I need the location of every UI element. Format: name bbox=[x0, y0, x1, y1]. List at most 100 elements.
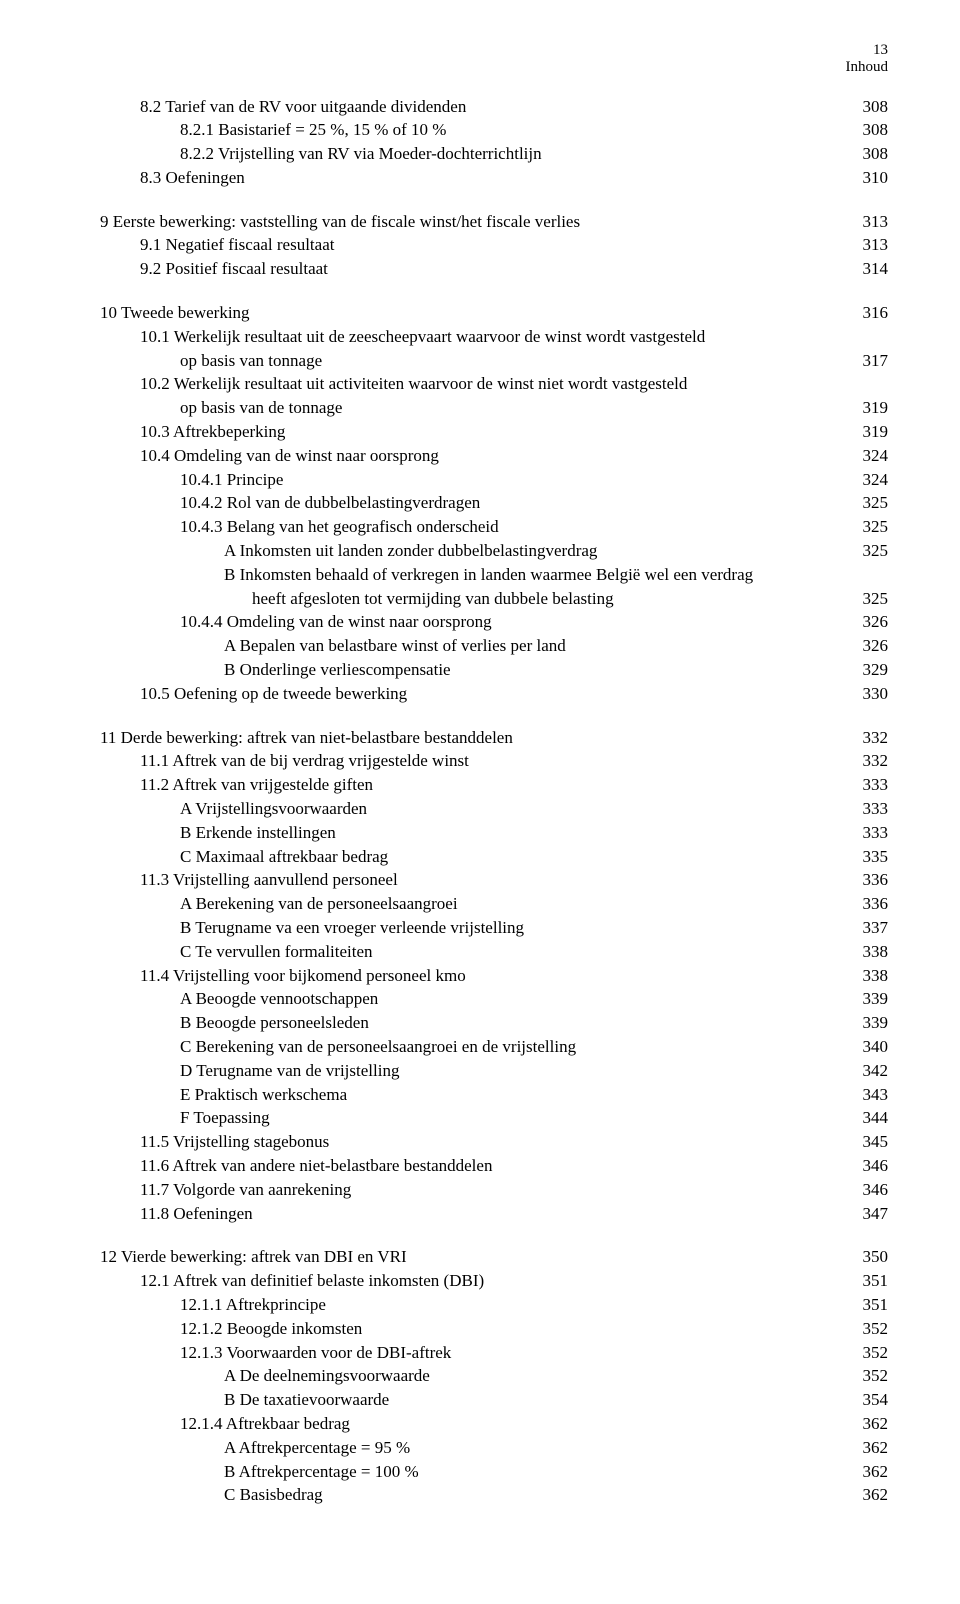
toc-entry-page: 340 bbox=[848, 1035, 888, 1059]
toc-entry-page: 352 bbox=[848, 1317, 888, 1341]
toc-entry-page: 310 bbox=[848, 166, 888, 190]
toc-entry-text: B Aftrekpercentage = 100 % bbox=[224, 1460, 848, 1484]
toc-entry-text: 10.3 Aftrekbeperking bbox=[140, 420, 848, 444]
toc-entry-page: 352 bbox=[848, 1341, 888, 1365]
toc-entry-page: 362 bbox=[848, 1483, 888, 1507]
toc-line: 11.5 Vrijstelling stagebonus345 bbox=[100, 1130, 888, 1154]
toc-entry-page: 351 bbox=[848, 1269, 888, 1293]
toc-entry-text: 10.4.3 Belang van het geografisch onders… bbox=[180, 515, 848, 539]
toc-line: B Inkomsten behaald of verkregen in land… bbox=[100, 563, 888, 587]
toc-line: A De deelnemingsvoorwaarde352 bbox=[100, 1364, 888, 1388]
toc-entry-text: 11.6 Aftrek van andere niet-belastbare b… bbox=[140, 1154, 848, 1178]
toc-line: 9 Eerste bewerking: vaststelling van de … bbox=[100, 210, 888, 234]
toc-entry-page: 333 bbox=[848, 797, 888, 821]
toc-line: B Beoogde personeelsleden339 bbox=[100, 1011, 888, 1035]
toc-line: A Beoogde vennootschappen339 bbox=[100, 987, 888, 1011]
toc-entry-text: B Erkende instellingen bbox=[180, 821, 848, 845]
section-gap bbox=[100, 190, 888, 210]
toc-entry-text: A Aftrekpercentage = 95 % bbox=[224, 1436, 848, 1460]
toc-line: op basis van de tonnage319 bbox=[100, 396, 888, 420]
toc-entry-page: 338 bbox=[848, 940, 888, 964]
section-gap bbox=[100, 281, 888, 301]
toc-line: C Basisbedrag362 bbox=[100, 1483, 888, 1507]
toc-entry-page: 338 bbox=[848, 964, 888, 988]
toc-entry-page: 308 bbox=[848, 95, 888, 119]
toc-entry-page: 329 bbox=[848, 658, 888, 682]
toc-entry-text: 12.1.1 Aftrekprincipe bbox=[180, 1293, 848, 1317]
toc-entry-text: 12.1 Aftrek van definitief belaste inkom… bbox=[140, 1269, 848, 1293]
toc-entry-page: 337 bbox=[848, 916, 888, 940]
toc-line: B Erkende instellingen333 bbox=[100, 821, 888, 845]
toc-line: 8.2.2 Vrijstelling van RV via Moeder-doc… bbox=[100, 142, 888, 166]
toc-line: 11.8 Oefeningen347 bbox=[100, 1202, 888, 1226]
toc-line: 11.6 Aftrek van andere niet-belastbare b… bbox=[100, 1154, 888, 1178]
toc-entry-text: 11.2 Aftrek van vrijgestelde giften bbox=[140, 773, 848, 797]
toc-entry-page: 325 bbox=[848, 587, 888, 611]
toc-entry-page: 344 bbox=[848, 1106, 888, 1130]
toc-entry-page: 326 bbox=[848, 634, 888, 658]
toc-entry-text: 11.1 Aftrek van de bij verdrag vrijgeste… bbox=[140, 749, 848, 773]
toc-entry-page: 330 bbox=[848, 682, 888, 706]
toc-entry-page: 316 bbox=[848, 301, 888, 325]
toc-line: 12.1.2 Beoogde inkomsten352 bbox=[100, 1317, 888, 1341]
toc-line: 12.1.1 Aftrekprincipe351 bbox=[100, 1293, 888, 1317]
toc-entry-text: 10.4.4 Omdeling van de winst naar oorspr… bbox=[180, 610, 848, 634]
toc-line: 11.4 Vrijstelling voor bijkomend persone… bbox=[100, 964, 888, 988]
toc-entry-page: 362 bbox=[848, 1460, 888, 1484]
section-gap bbox=[100, 706, 888, 726]
toc-entry-page: 350 bbox=[848, 1245, 888, 1269]
toc-line: A Berekening van de personeelsaangroei33… bbox=[100, 892, 888, 916]
toc-entry-text: D Terugname van de vrijstelling bbox=[180, 1059, 848, 1083]
toc-entry-text: 10.5 Oefening op de tweede bewerking bbox=[140, 682, 848, 706]
toc-entry-page: 347 bbox=[848, 1202, 888, 1226]
toc-entry-page: 362 bbox=[848, 1436, 888, 1460]
toc-entry-text: 10.4.2 Rol van de dubbelbelastingverdrag… bbox=[180, 491, 848, 515]
toc-line: 12.1.3 Voorwaarden voor de DBI-aftrek352 bbox=[100, 1341, 888, 1365]
toc-entry-text: 9.2 Positief fiscaal resultaat bbox=[140, 257, 848, 281]
toc-entry-text: 12.1.3 Voorwaarden voor de DBI-aftrek bbox=[180, 1341, 848, 1365]
toc-entry-text: 12.1.4 Aftrekbaar bedrag bbox=[180, 1412, 848, 1436]
toc-entry-page: 332 bbox=[848, 726, 888, 750]
toc-entry-page: 342 bbox=[848, 1059, 888, 1083]
toc-entry-text: B Inkomsten behaald of verkregen in land… bbox=[224, 563, 848, 587]
toc-entry-text: 11.8 Oefeningen bbox=[140, 1202, 848, 1226]
toc-entry-page: 319 bbox=[848, 396, 888, 420]
toc-entry-text: 8.3 Oefeningen bbox=[140, 166, 848, 190]
toc-entry-text: 10.2 Werkelijk resultaat uit activiteite… bbox=[140, 372, 848, 396]
toc-entry-text: 11 Derde bewerking: aftrek van niet-bela… bbox=[100, 726, 848, 750]
toc-entry-text: B Beoogde personeelsleden bbox=[180, 1011, 848, 1035]
toc-line: B Terugname va een vroeger verleende vri… bbox=[100, 916, 888, 940]
toc-line: 10 Tweede bewerking316 bbox=[100, 301, 888, 325]
toc-line: 8.2 Tarief van de RV voor uitgaande divi… bbox=[100, 95, 888, 119]
toc-line: 8.2.1 Basistarief = 25 %, 15 % of 10 %30… bbox=[100, 118, 888, 142]
toc-line: A Aftrekpercentage = 95 %362 bbox=[100, 1436, 888, 1460]
toc-entry-page: 351 bbox=[848, 1293, 888, 1317]
toc-page: 13 Inhoud 8.2 Tarief van de RV voor uitg… bbox=[0, 0, 960, 1604]
toc-line: C Maximaal aftrekbaar bedrag335 bbox=[100, 845, 888, 869]
toc-line: A Inkomsten uit landen zonder dubbelbela… bbox=[100, 539, 888, 563]
toc-entry-text: op basis van tonnage bbox=[180, 349, 848, 373]
toc-entry-page: 335 bbox=[848, 845, 888, 869]
toc-entry-text: B Onderlinge verliescompensatie bbox=[224, 658, 848, 682]
toc-entry-page: 345 bbox=[848, 1130, 888, 1154]
toc-entry-page: 336 bbox=[848, 892, 888, 916]
toc-line: 10.3 Aftrekbeperking319 bbox=[100, 420, 888, 444]
toc-entry-page: 362 bbox=[848, 1412, 888, 1436]
toc-line: D Terugname van de vrijstelling342 bbox=[100, 1059, 888, 1083]
toc-entry-page: 354 bbox=[848, 1388, 888, 1412]
toc-entry-text: A Beoogde vennootschappen bbox=[180, 987, 848, 1011]
toc-entry-page: 339 bbox=[848, 987, 888, 1011]
toc-entry-page: 324 bbox=[848, 468, 888, 492]
toc-entry-text: 9.1 Negatief fiscaal resultaat bbox=[140, 233, 848, 257]
toc-line: 11.7 Volgorde van aanrekening346 bbox=[100, 1178, 888, 1202]
toc-entry-page: 325 bbox=[848, 539, 888, 563]
toc-entry-text: 10.1 Werkelijk resultaat uit de zeeschee… bbox=[140, 325, 848, 349]
toc-entry-page: 346 bbox=[848, 1154, 888, 1178]
toc-line: 12.1 Aftrek van definitief belaste inkom… bbox=[100, 1269, 888, 1293]
toc-entry-text: E Praktisch werkschema bbox=[180, 1083, 848, 1107]
toc-line: C Te vervullen formaliteiten338 bbox=[100, 940, 888, 964]
toc-entry-text: A Berekening van de personeelsaangroei bbox=[180, 892, 848, 916]
toc-line: 8.3 Oefeningen310 bbox=[100, 166, 888, 190]
toc-entry-text: C Maximaal aftrekbaar bedrag bbox=[180, 845, 848, 869]
toc-entry-page: 308 bbox=[848, 142, 888, 166]
